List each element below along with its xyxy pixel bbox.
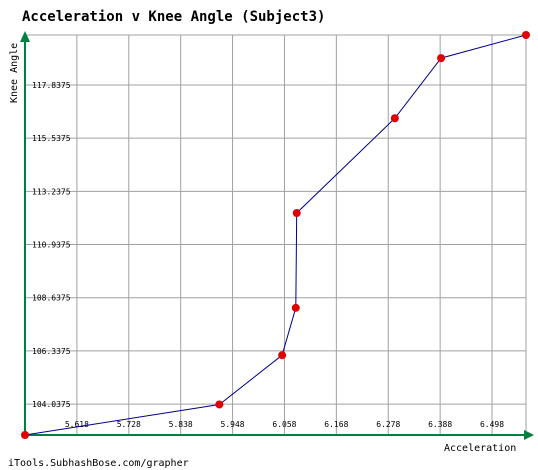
x-tick-label: 6.278 xyxy=(376,420,400,429)
x-tick-label: 5.728 xyxy=(117,420,141,429)
data-point xyxy=(215,400,224,409)
y-tick-label: 117.8375 xyxy=(32,81,71,90)
tick-labels: 5.618 5.728 5.838 5.948 6.058 6.168 6.278 6.388… xyxy=(32,81,504,429)
x-tick-label: 5.618 xyxy=(65,420,89,429)
y-tick-label: 115.5375 xyxy=(32,134,71,143)
plot-frame xyxy=(24,34,527,436)
x-tick-label: 5.838 xyxy=(169,420,193,429)
y-axis-label: Knee Angle xyxy=(9,43,20,103)
chart-title: Acceleration v Knee Angle (Subject3) xyxy=(22,9,325,25)
x-tick-label: 6.058 xyxy=(272,420,296,429)
series xyxy=(21,31,530,439)
y-tick-label: 106.3375 xyxy=(32,347,71,356)
axes xyxy=(20,31,534,440)
data-point xyxy=(278,351,287,360)
data-point xyxy=(522,31,530,39)
x-axis-arrow xyxy=(524,430,534,440)
x-tick-label: 5.948 xyxy=(221,420,245,429)
data-point xyxy=(390,114,399,123)
x-tick-label: 6.168 xyxy=(324,420,348,429)
grid xyxy=(24,34,527,436)
credit-text: iTools.SubhashBose.com/grapher xyxy=(8,458,189,469)
y-axis-arrow xyxy=(20,31,30,42)
series-line xyxy=(24,34,527,436)
data-point xyxy=(437,54,446,63)
x-tick-label: 6.388 xyxy=(428,420,452,429)
data-point xyxy=(292,209,301,218)
y-tick-label: 108.6375 xyxy=(32,294,71,303)
y-tick-label: 113.2375 xyxy=(32,187,71,196)
x-axis-label: Acceleration xyxy=(444,443,516,454)
x-tick-label: 6.498 xyxy=(480,420,504,429)
y-tick-label: 104.0375 xyxy=(32,400,71,409)
data-point xyxy=(291,303,300,312)
data-point xyxy=(21,431,29,439)
y-tick-label: 110.9375 xyxy=(32,241,71,250)
